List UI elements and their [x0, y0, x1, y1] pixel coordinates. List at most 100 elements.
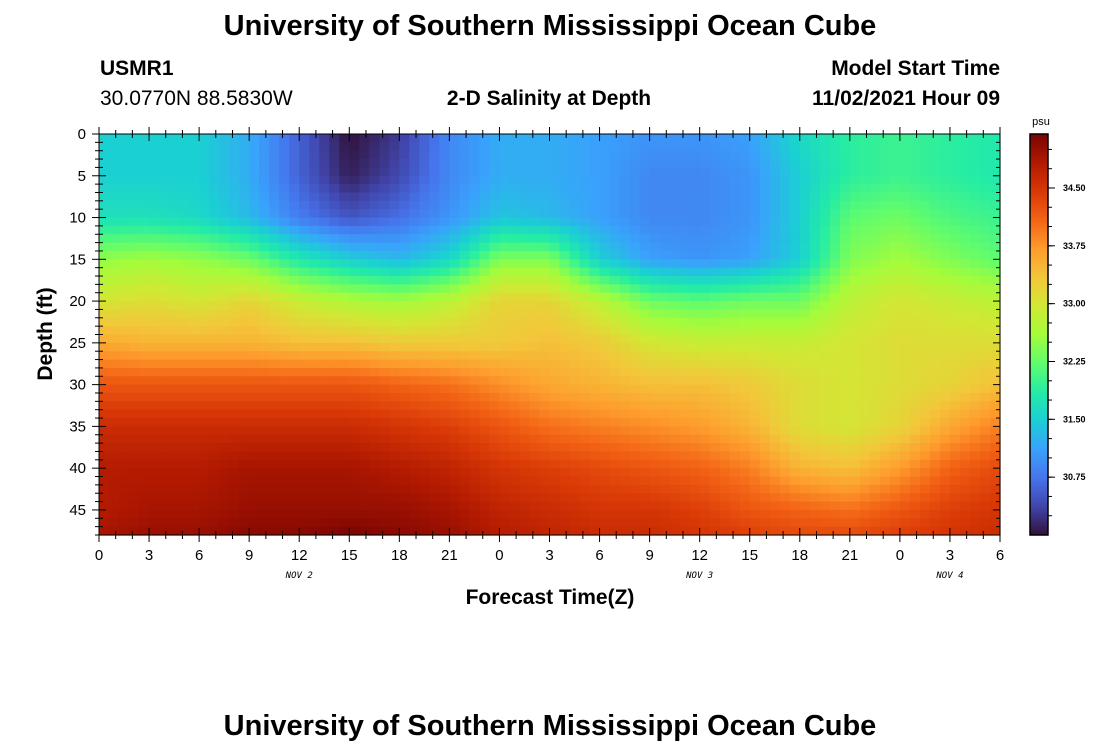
heatmap-cell — [709, 242, 721, 252]
heatmap-cell — [359, 459, 370, 469]
heatmap-cell — [149, 234, 160, 244]
heatmap-cell — [419, 200, 430, 210]
heatmap-cell — [549, 301, 561, 311]
heatmap-cell — [909, 209, 921, 219]
heatmap-cell — [569, 484, 581, 494]
heatmap-cell — [99, 451, 110, 461]
heatmap-cell — [879, 509, 891, 519]
heatmap-cell — [539, 367, 551, 377]
heatmap-cell — [469, 367, 481, 377]
heatmap-cell — [379, 284, 390, 294]
heatmap-cell — [809, 459, 821, 469]
heatmap-cell — [429, 326, 440, 336]
heatmap-cell — [439, 276, 450, 285]
heatmap-cell — [199, 167, 210, 177]
heatmap-cell — [929, 509, 941, 519]
heatmap-cell — [509, 326, 521, 336]
heatmap-cell — [859, 409, 871, 419]
heatmap-cell — [299, 518, 310, 528]
heatmap-cell — [659, 301, 671, 311]
heatmap-cell — [899, 134, 911, 143]
heatmap-cell — [519, 501, 531, 511]
heatmap-cell — [939, 134, 951, 143]
heatmap-cell — [509, 150, 521, 160]
heatmap-cell — [929, 225, 941, 235]
heatmap-cell — [769, 342, 781, 352]
heatmap-cell — [239, 351, 250, 361]
heatmap-cell — [649, 175, 661, 185]
heatmap-cell — [309, 292, 320, 302]
heatmap-cell — [829, 384, 841, 394]
heatmap-cell — [699, 301, 711, 311]
heatmap-cell — [629, 451, 641, 461]
heatmap-cell — [889, 259, 901, 269]
heatmap-cell — [869, 217, 881, 227]
heatmap-cell — [899, 493, 911, 503]
heatmap-cell — [789, 484, 801, 494]
heatmap-cell — [579, 459, 591, 469]
heatmap-cell — [359, 259, 370, 269]
heatmap-cell — [849, 367, 861, 377]
heatmap-cell — [579, 184, 591, 194]
heatmap-cell — [449, 392, 460, 402]
heatmap-cell — [909, 526, 921, 536]
heatmap-cell — [129, 367, 140, 377]
heatmap-cell — [679, 334, 691, 344]
heatmap-cell — [329, 142, 340, 152]
heatmap-cell — [419, 476, 430, 486]
heatmap-cell — [469, 250, 481, 260]
heatmap-cell — [829, 351, 841, 361]
heatmap-cell — [759, 142, 771, 152]
heatmap-cell — [949, 292, 961, 302]
heatmap-cell — [709, 367, 721, 377]
heatmap-cell — [219, 134, 230, 143]
heatmap-cell — [379, 292, 390, 302]
heatmap-cell — [129, 493, 140, 503]
heatmap-cell — [139, 418, 150, 427]
heatmap-cell — [939, 317, 951, 327]
heatmap-cell — [769, 334, 781, 344]
heatmap-cell — [379, 134, 390, 143]
heatmap-cell — [619, 376, 631, 386]
heatmap-cell — [989, 342, 1001, 352]
heatmap-cell — [399, 267, 410, 277]
heatmap-cell — [729, 334, 741, 344]
heatmap-cell — [119, 401, 130, 411]
heatmap-cell — [369, 234, 380, 244]
heatmap-cell — [379, 342, 390, 352]
heatmap-cell — [319, 376, 330, 386]
heatmap-cell — [349, 367, 360, 377]
heatmap-cell — [829, 184, 841, 194]
heatmap-cell — [319, 418, 330, 427]
heatmap-cell — [499, 468, 511, 478]
heatmap-cell — [809, 426, 821, 436]
heatmap-cell — [599, 484, 611, 494]
heatmap-cell — [669, 334, 681, 344]
heatmap-cell — [649, 217, 661, 227]
heatmap-cell — [609, 217, 621, 227]
heatmap-cell — [659, 476, 671, 486]
heatmap-cell — [569, 225, 581, 235]
heatmap-cell — [609, 225, 621, 235]
heatmap-cell — [959, 367, 971, 377]
heatmap-cell — [309, 184, 320, 194]
heatmap-cell — [679, 317, 691, 327]
heatmap-cell — [619, 250, 631, 260]
heatmap-cell — [219, 418, 230, 427]
heatmap-cell — [439, 200, 450, 210]
heatmap-cell — [99, 276, 110, 285]
heatmap-cell — [149, 309, 160, 319]
heatmap-cell — [959, 518, 971, 528]
heatmap-cell — [379, 217, 390, 227]
heatmap-cell — [819, 409, 831, 419]
heatmap-cell — [629, 317, 641, 327]
heatmap-cell — [359, 200, 370, 210]
heatmap-cell — [969, 334, 981, 344]
heatmap-cell — [469, 451, 481, 461]
heatmap-cell — [949, 367, 961, 377]
heatmap-cell — [279, 484, 290, 494]
heatmap-cell — [659, 267, 671, 277]
heatmap-cell — [169, 476, 180, 486]
heatmap-cell — [739, 359, 751, 369]
heatmap-cell — [699, 434, 711, 444]
